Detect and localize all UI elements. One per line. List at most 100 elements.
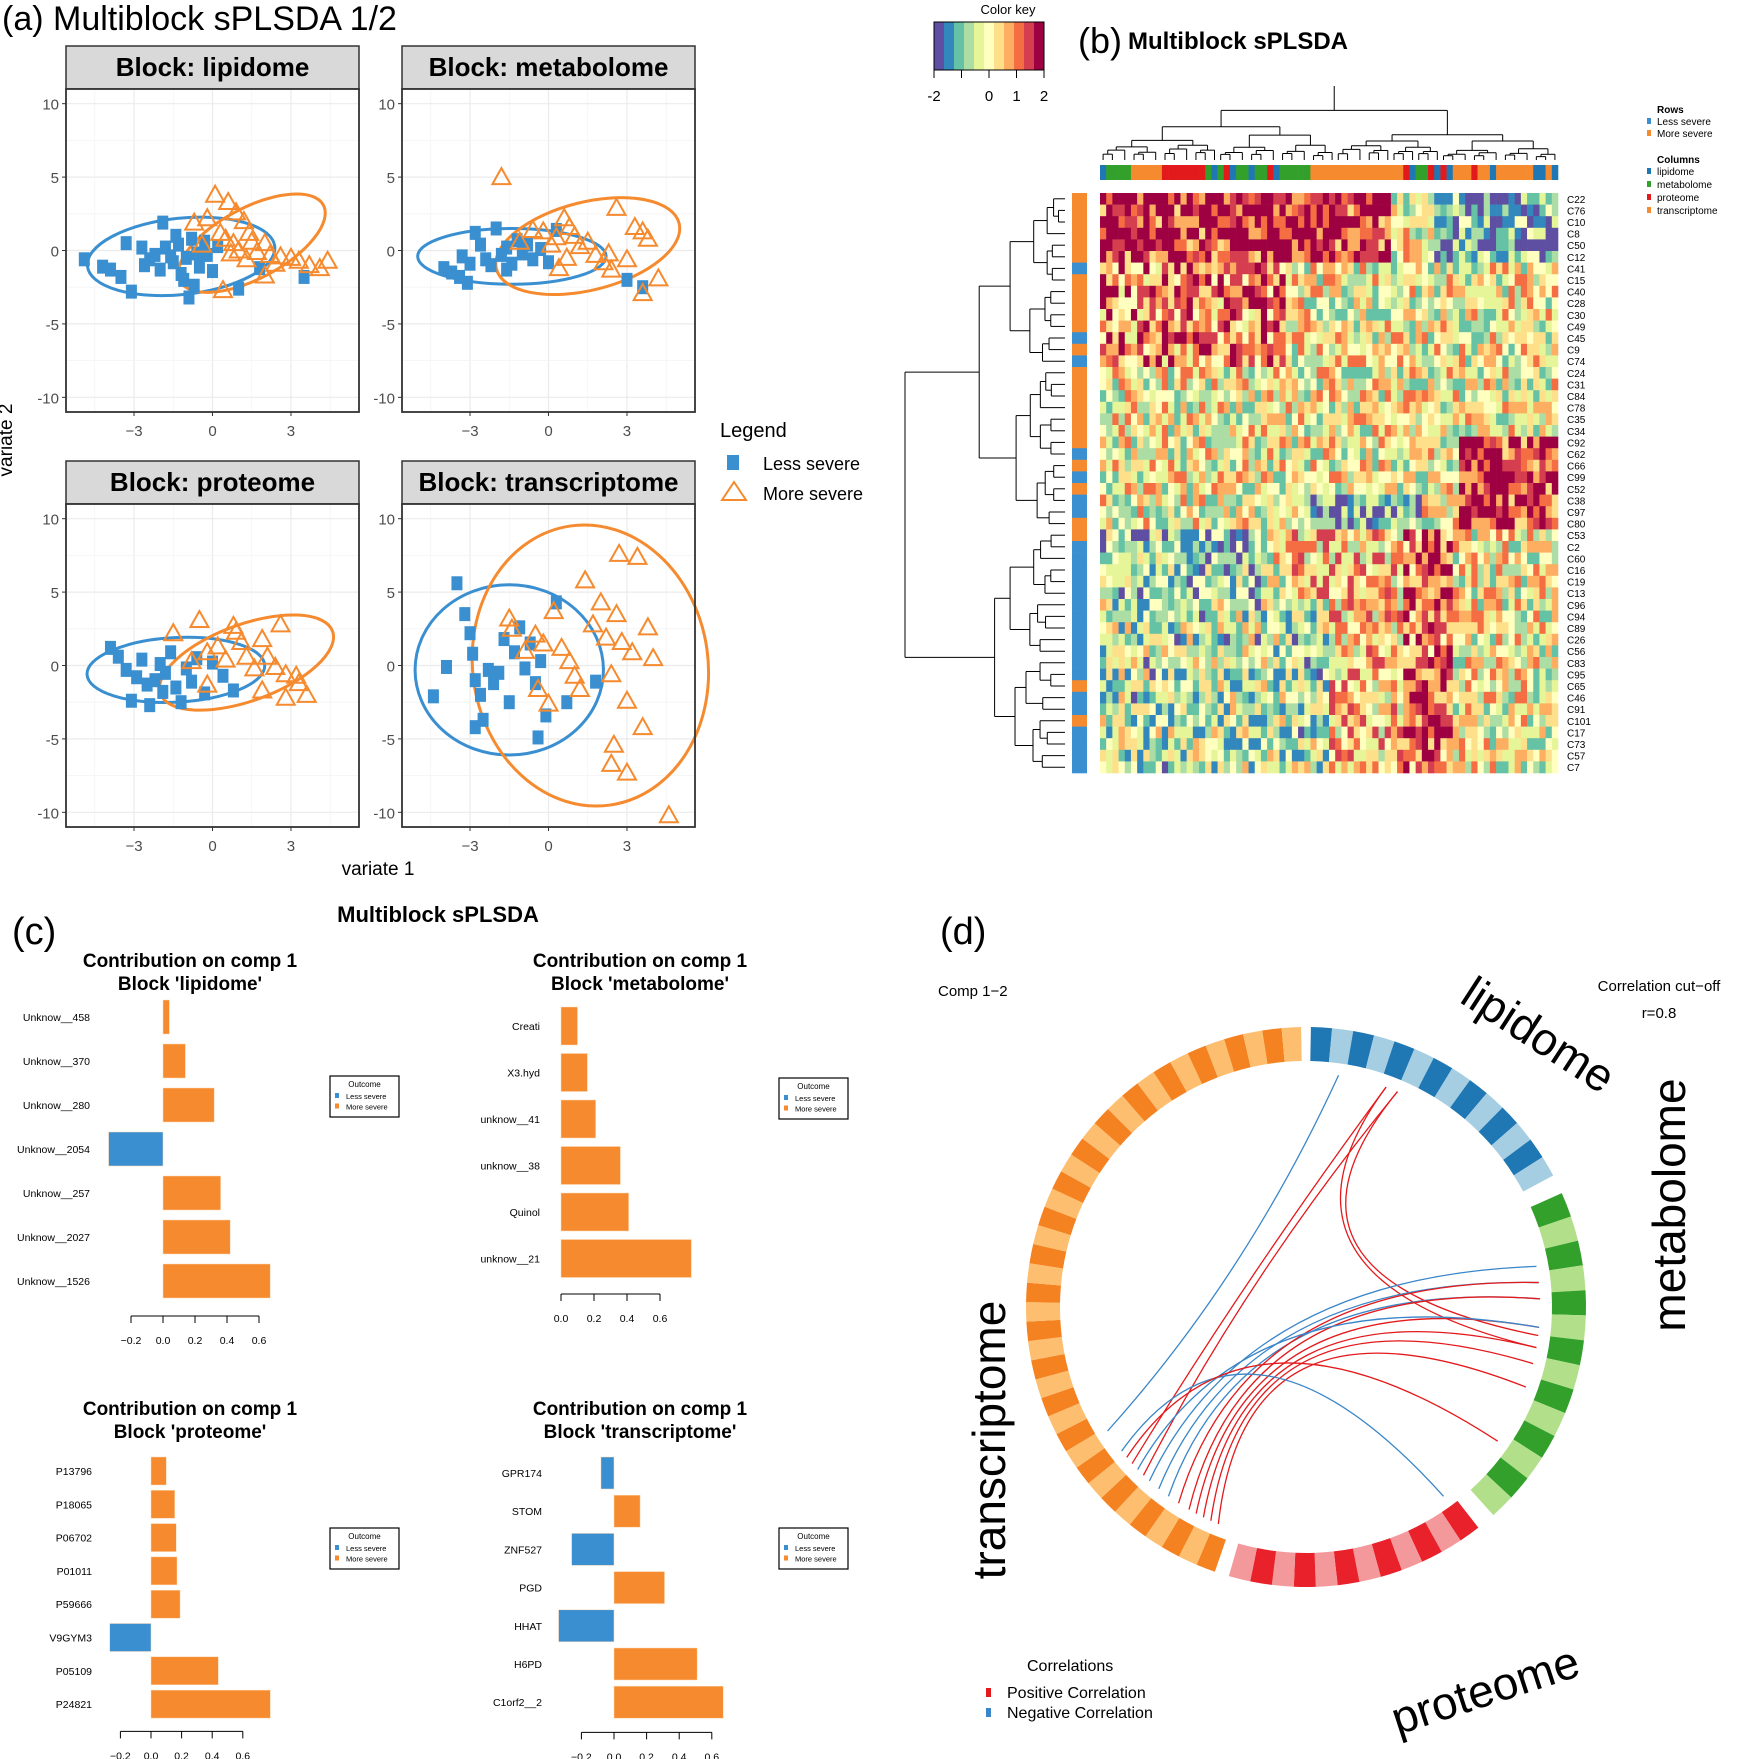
column-side-color [1366, 165, 1373, 180]
heatmap-cell [1384, 227, 1392, 240]
heatmap-cell [1229, 761, 1237, 774]
heatmap-cell [1217, 320, 1225, 333]
heatmap-cell [1446, 587, 1454, 600]
data-point [605, 196, 628, 216]
heatmap-cell [1168, 749, 1175, 762]
legend-label: Less severe [1657, 117, 1711, 128]
heatmap-cell [1174, 552, 1181, 565]
heatmap-cell [1452, 285, 1460, 298]
heatmap-cell [1347, 297, 1355, 310]
heatmap-cell [1130, 355, 1138, 368]
heatmap-cell [1341, 216, 1348, 229]
heatmap-cell [1527, 204, 1534, 217]
heatmap-cell [1242, 459, 1249, 472]
heatmap-cell [1130, 193, 1138, 205]
data-point [188, 278, 200, 293]
heatmap-cell [1471, 448, 1478, 461]
heatmap-cell [1155, 657, 1163, 669]
heatmap-cell [1304, 749, 1311, 762]
heatmap-cell [1421, 227, 1429, 240]
column-side-color [1106, 165, 1113, 180]
heatmap-cell [1539, 343, 1546, 356]
heatmap-cell [1446, 262, 1454, 275]
heatmap-cell [1143, 239, 1150, 252]
heatmap-cell [1322, 494, 1330, 507]
heatmap-cell [1465, 390, 1472, 403]
heatmap-cell [1434, 726, 1441, 739]
heatmap-cell [1186, 297, 1194, 310]
heatmap-cell [1211, 274, 1218, 287]
heatmap-cell [1130, 552, 1138, 565]
x-tick-label: 0 [544, 838, 552, 855]
heatmap-cell [1155, 506, 1163, 519]
heatmap-cell [1502, 483, 1509, 495]
heatmap-cell [1415, 657, 1423, 669]
data-point [183, 290, 195, 305]
heatmap-cell [1310, 262, 1317, 275]
heatmap-cell [1545, 715, 1553, 727]
heatmap-cell [1452, 633, 1460, 646]
heatmap-cell [1520, 425, 1528, 437]
heatmap-cell [1539, 517, 1546, 530]
heatmap-cell [1409, 274, 1416, 287]
heatmap-cell [1180, 436, 1187, 449]
heatmap-cell [1316, 274, 1324, 287]
heatmap-cell [1458, 610, 1466, 623]
heatmap-cell [1100, 633, 1107, 646]
heatmap-cell [1520, 749, 1528, 762]
color-key-swatch [959, 22, 962, 70]
heatmap-cell [1446, 483, 1454, 495]
heatmap-cell [1508, 378, 1515, 391]
data-point [298, 269, 310, 284]
heatmap-cell [1415, 506, 1423, 519]
heatmap-cell [1267, 506, 1274, 519]
heatmap-cell [1421, 657, 1429, 669]
heatmap-cell [1254, 691, 1262, 704]
heatmap-cell [1403, 367, 1410, 379]
heatmap-cell [1242, 691, 1249, 704]
heatmap-cell [1403, 320, 1410, 333]
circos-segment [1033, 1225, 1071, 1252]
data-point [220, 242, 242, 262]
heatmap-cell [1477, 575, 1485, 588]
heatmap-cell [1236, 216, 1243, 229]
heatmap-cell [1211, 332, 1218, 345]
heatmap-cell [1329, 668, 1336, 681]
heatmap-cell [1149, 552, 1157, 565]
heatmap-cell [1137, 401, 1144, 414]
heatmap-cell [1335, 657, 1342, 669]
heatmap-cell [1137, 657, 1144, 669]
heatmap-cell [1205, 749, 1212, 762]
heatmap-cell [1100, 552, 1107, 565]
heatmap-cell [1211, 459, 1218, 472]
heatmap-cell [1390, 703, 1398, 716]
heatmap-cell [1428, 239, 1435, 252]
data-point [553, 207, 575, 227]
heatmap-cell [1477, 216, 1485, 229]
heatmap-cell [1273, 564, 1280, 577]
heatmap-cell [1236, 448, 1243, 461]
heatmap-cell [1502, 749, 1509, 762]
data-point [558, 650, 581, 670]
heatmap-cell [1112, 657, 1119, 669]
heatmap-cell [1421, 459, 1429, 472]
positive-correlation-link [1339, 1086, 1537, 1349]
heatmap-cell [1279, 610, 1286, 623]
row-label: C45 [1567, 334, 1586, 345]
heatmap-cell [1465, 367, 1472, 379]
heatmap-cell [1359, 726, 1367, 739]
heatmap-cell [1298, 552, 1305, 565]
heatmap-cell [1458, 564, 1466, 577]
heatmap-cell [1527, 761, 1534, 774]
heatmap-cell [1260, 575, 1268, 588]
heatmap-cell [1180, 471, 1187, 484]
heatmap-cell [1174, 575, 1181, 588]
heatmap-cell [1471, 367, 1478, 379]
heatmap-cell [1341, 355, 1348, 368]
row-label: C34 [1567, 427, 1586, 438]
column-side-color [1440, 165, 1447, 180]
heatmap-cell [1347, 703, 1355, 716]
heatmap-cell [1137, 691, 1144, 704]
heatmap-cell [1366, 587, 1373, 600]
heatmap-cell [1483, 587, 1491, 600]
